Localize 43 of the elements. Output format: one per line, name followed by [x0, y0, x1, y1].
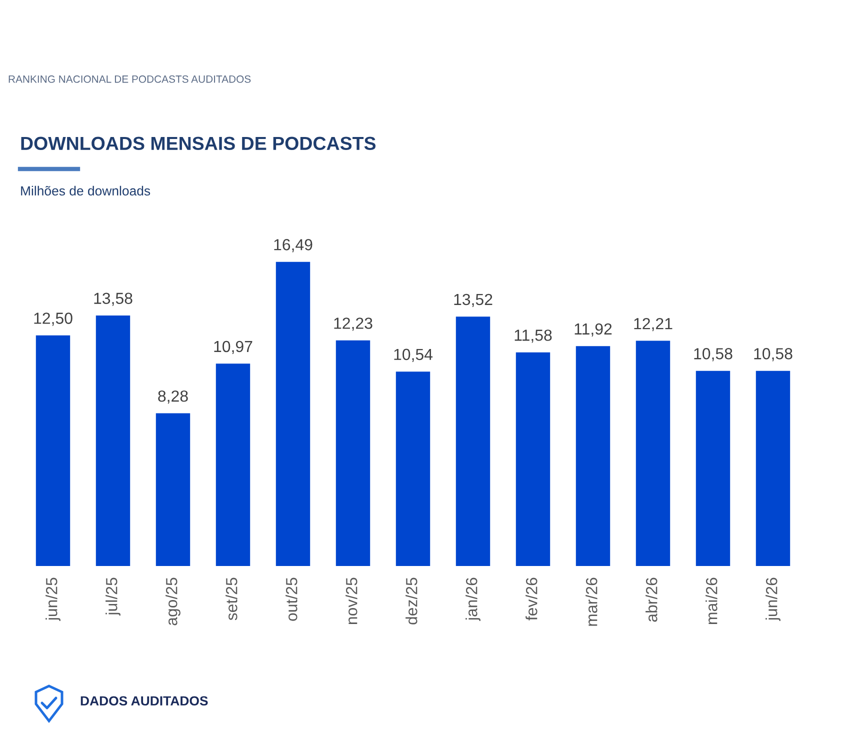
data-label: 11,58 [514, 330, 552, 343]
data-label: 8,28 [158, 390, 188, 404]
data-label: 11,92 [574, 323, 612, 337]
x-tick-label: jun/26 [766, 578, 780, 622]
bar [636, 340, 670, 566]
chart-title: DOWNLOADS MENSAIS DE PODCASTS [21, 136, 376, 150]
data-label: 10,54 [394, 348, 433, 362]
bar [216, 364, 250, 566]
x-tick-label: dez/25 [406, 578, 418, 624]
bar [576, 346, 610, 566]
text: RANKING NACIONAL DE PODCASTS AUDITADOS [8, 75, 251, 83]
x-tick-label: jul/25 [106, 578, 120, 616]
bar [456, 316, 490, 566]
data-label: 10,97 [214, 340, 252, 354]
text: DADOS AUDITADOS [80, 696, 208, 706]
data-label: 10,58 [754, 348, 792, 362]
x-tick-label: set/25 [226, 578, 238, 620]
data-label: 12,50 [34, 312, 72, 326]
bar [756, 370, 790, 566]
data-label: 13,52 [454, 294, 492, 308]
bar [516, 352, 550, 566]
x-tick-label: nov/25 [346, 578, 358, 624]
bar [336, 340, 370, 566]
x-tick-label: jan/26 [466, 578, 480, 622]
x-tick-label: fev/26 [526, 578, 538, 620]
bar [36, 335, 70, 566]
x-tick-label: out/25 [286, 578, 298, 621]
data-label: 10,58 [694, 348, 732, 362]
data-label: 16,49 [274, 239, 312, 252]
bar [276, 262, 310, 566]
x-tick-label: jun/25 [46, 578, 60, 622]
data-label: 12,21 [634, 318, 672, 332]
bar [396, 372, 430, 566]
x-tick-label: mai/26 [706, 578, 718, 624]
data-label: 13,58 [94, 292, 132, 306]
chart-subtitle: Milhões de downloads [21, 186, 150, 196]
bar [96, 316, 130, 566]
x-tick-label: abr/26 [646, 578, 658, 622]
bar [156, 413, 190, 566]
x-tick-label: mar/26 [586, 578, 598, 626]
bar [696, 370, 730, 566]
x-tick-label: ago/25 [166, 578, 180, 626]
data-label: 12,23 [334, 318, 372, 331]
